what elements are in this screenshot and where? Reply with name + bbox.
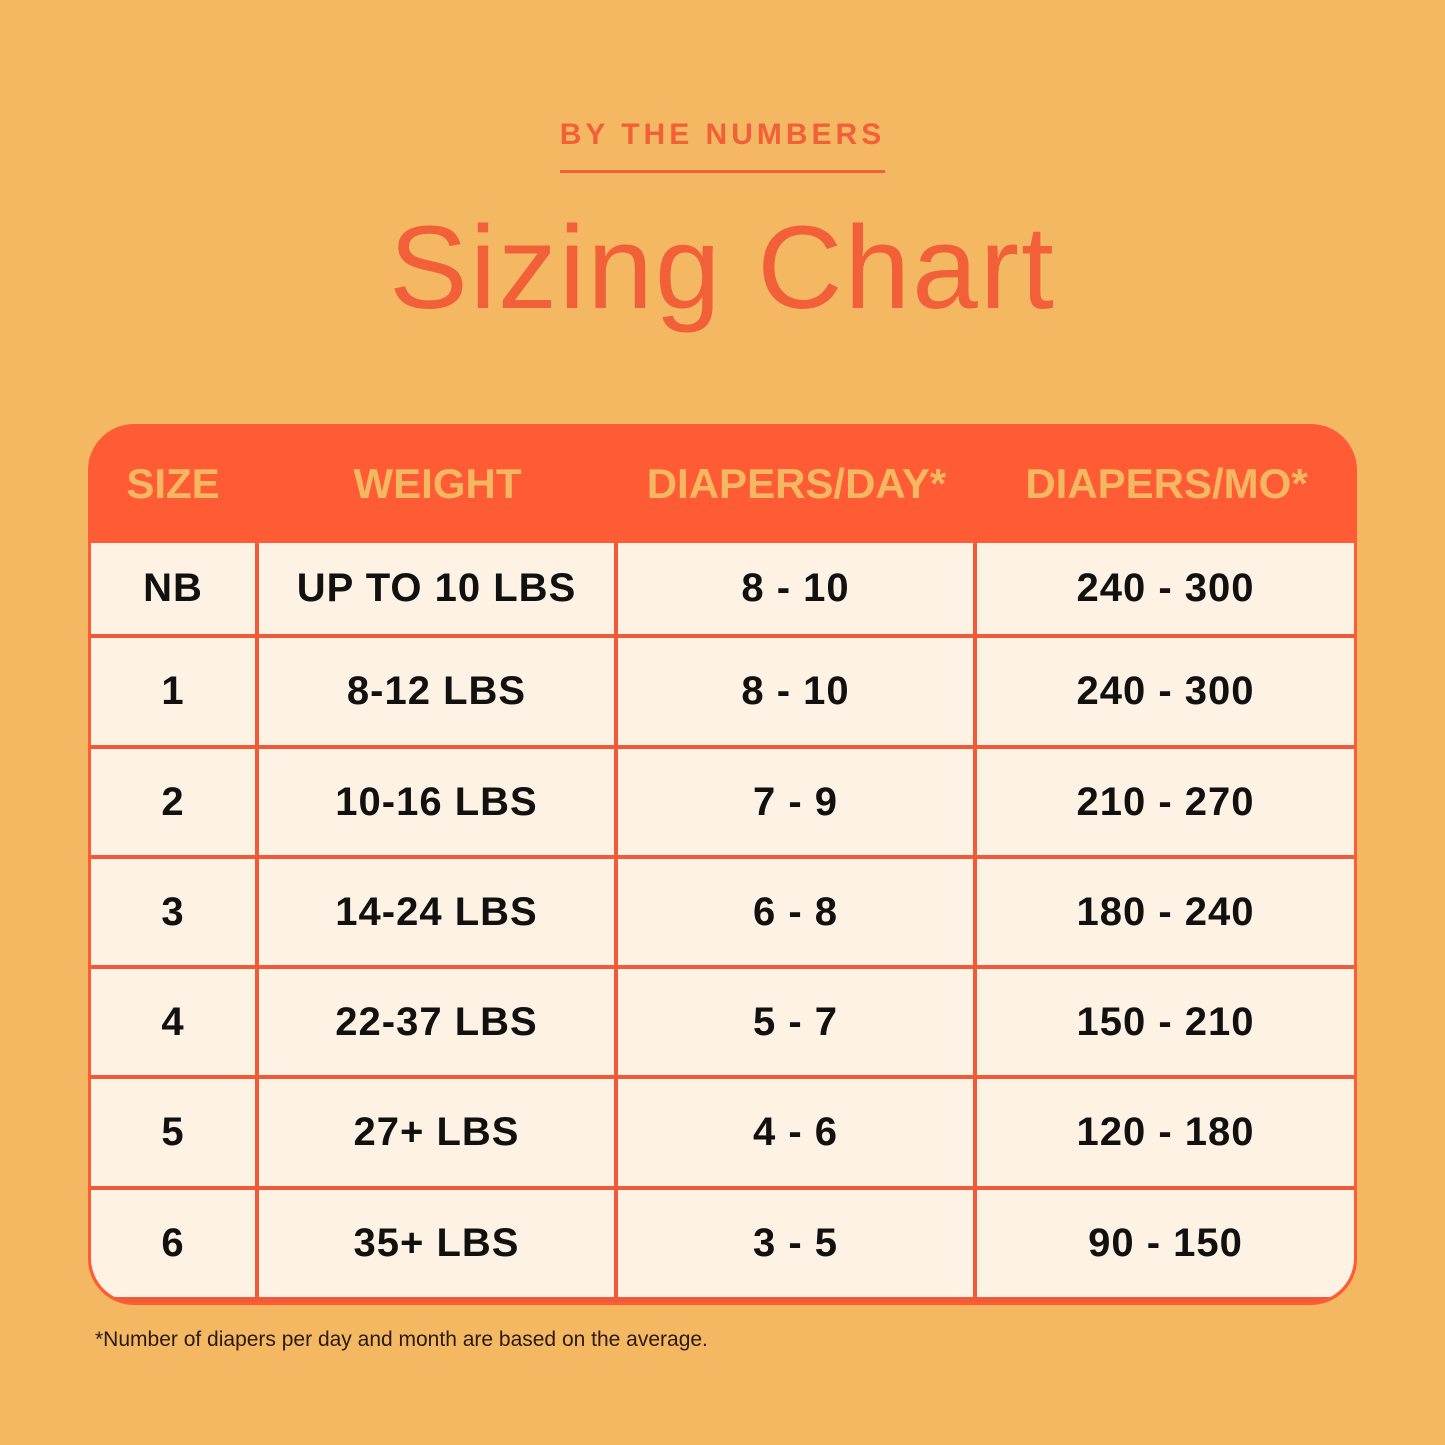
table-row: 5 27+ LBS 4 - 6 120 - 180: [91, 1079, 1354, 1186]
cell-diapers-day: 7 - 9: [618, 749, 973, 855]
cell-diapers-day: 6 - 8: [618, 859, 973, 965]
page-title: Sizing Chart: [389, 202, 1056, 334]
table-row: 2 10-16 LBS 7 - 9 210 - 270: [91, 749, 1354, 855]
table-row: 3 14-24 LBS 6 - 8 180 - 240: [91, 859, 1354, 965]
header-weight: WEIGHT: [353, 459, 522, 507]
table-header: SIZE WEIGHT DIAPERS/DAY* DIAPERS/MO*: [88, 424, 1357, 543]
footnote: *Number of diapers per day and month are…: [95, 1328, 708, 1351]
cell-diapers-month: 210 - 270: [977, 749, 1354, 855]
table-row: 1 8-12 LBS 8 - 10 240 - 300: [91, 638, 1354, 745]
cell-weight: 35+ LBS: [259, 1190, 614, 1297]
table-row: NB UP TO 10 LBS 8 - 10 240 - 300: [91, 543, 1354, 634]
table-row: 6 35+ LBS 3 - 5 90 - 150: [91, 1190, 1354, 1297]
cell-weight: 22-37 LBS: [259, 969, 614, 1075]
sizing-table: SIZE WEIGHT DIAPERS/DAY* DIAPERS/MO* NB U…: [88, 424, 1357, 1305]
cell-size: 6: [91, 1190, 255, 1297]
cell-diapers-day: 8 - 10: [618, 638, 973, 745]
cell-size: 1: [91, 638, 255, 745]
cell-size: 2: [91, 749, 255, 855]
cell-diapers-day: 4 - 6: [618, 1079, 973, 1186]
cell-weight: 27+ LBS: [259, 1079, 614, 1186]
cell-diapers-month: 120 - 180: [977, 1079, 1354, 1186]
cell-weight: 14-24 LBS: [259, 859, 614, 965]
cell-size: 5: [91, 1079, 255, 1186]
eyebrow: BY THE NUMBERS: [0, 118, 1445, 173]
cell-weight: 10-16 LBS: [259, 749, 614, 855]
cell-weight: 8-12 LBS: [259, 638, 614, 745]
cell-diapers-day: 3 - 5: [618, 1190, 973, 1297]
cell-diapers-month: 150 - 210: [977, 969, 1354, 1075]
cell-diapers-day: 5 - 7: [618, 969, 973, 1075]
cell-size: NB: [91, 543, 255, 634]
cell-weight: UP TO 10 LBS: [259, 543, 614, 634]
cell-diapers-month: 240 - 300: [977, 543, 1354, 634]
cell-diapers-month: 90 - 150: [977, 1190, 1354, 1297]
header-diapers-day: DIAPERS/DAY*: [646, 459, 947, 507]
eyebrow-text: BY THE NUMBERS: [559, 118, 886, 173]
cell-size: 4: [91, 969, 255, 1075]
header-diapers-month: DIAPERS/MO*: [1025, 459, 1308, 507]
table-row: 4 22-37 LBS 5 - 7 150 - 210: [91, 969, 1354, 1075]
table-body: NB UP TO 10 LBS 8 - 10 240 - 300 1 8-12 LBS 8 …: [91, 543, 1354, 1302]
cell-diapers-month: 240 - 300: [977, 638, 1354, 745]
cell-size: 3: [91, 859, 255, 965]
cell-diapers-day: 8 - 10: [618, 543, 973, 634]
header-size: SIZE: [126, 459, 220, 507]
cell-diapers-month: 180 - 240: [977, 859, 1354, 965]
